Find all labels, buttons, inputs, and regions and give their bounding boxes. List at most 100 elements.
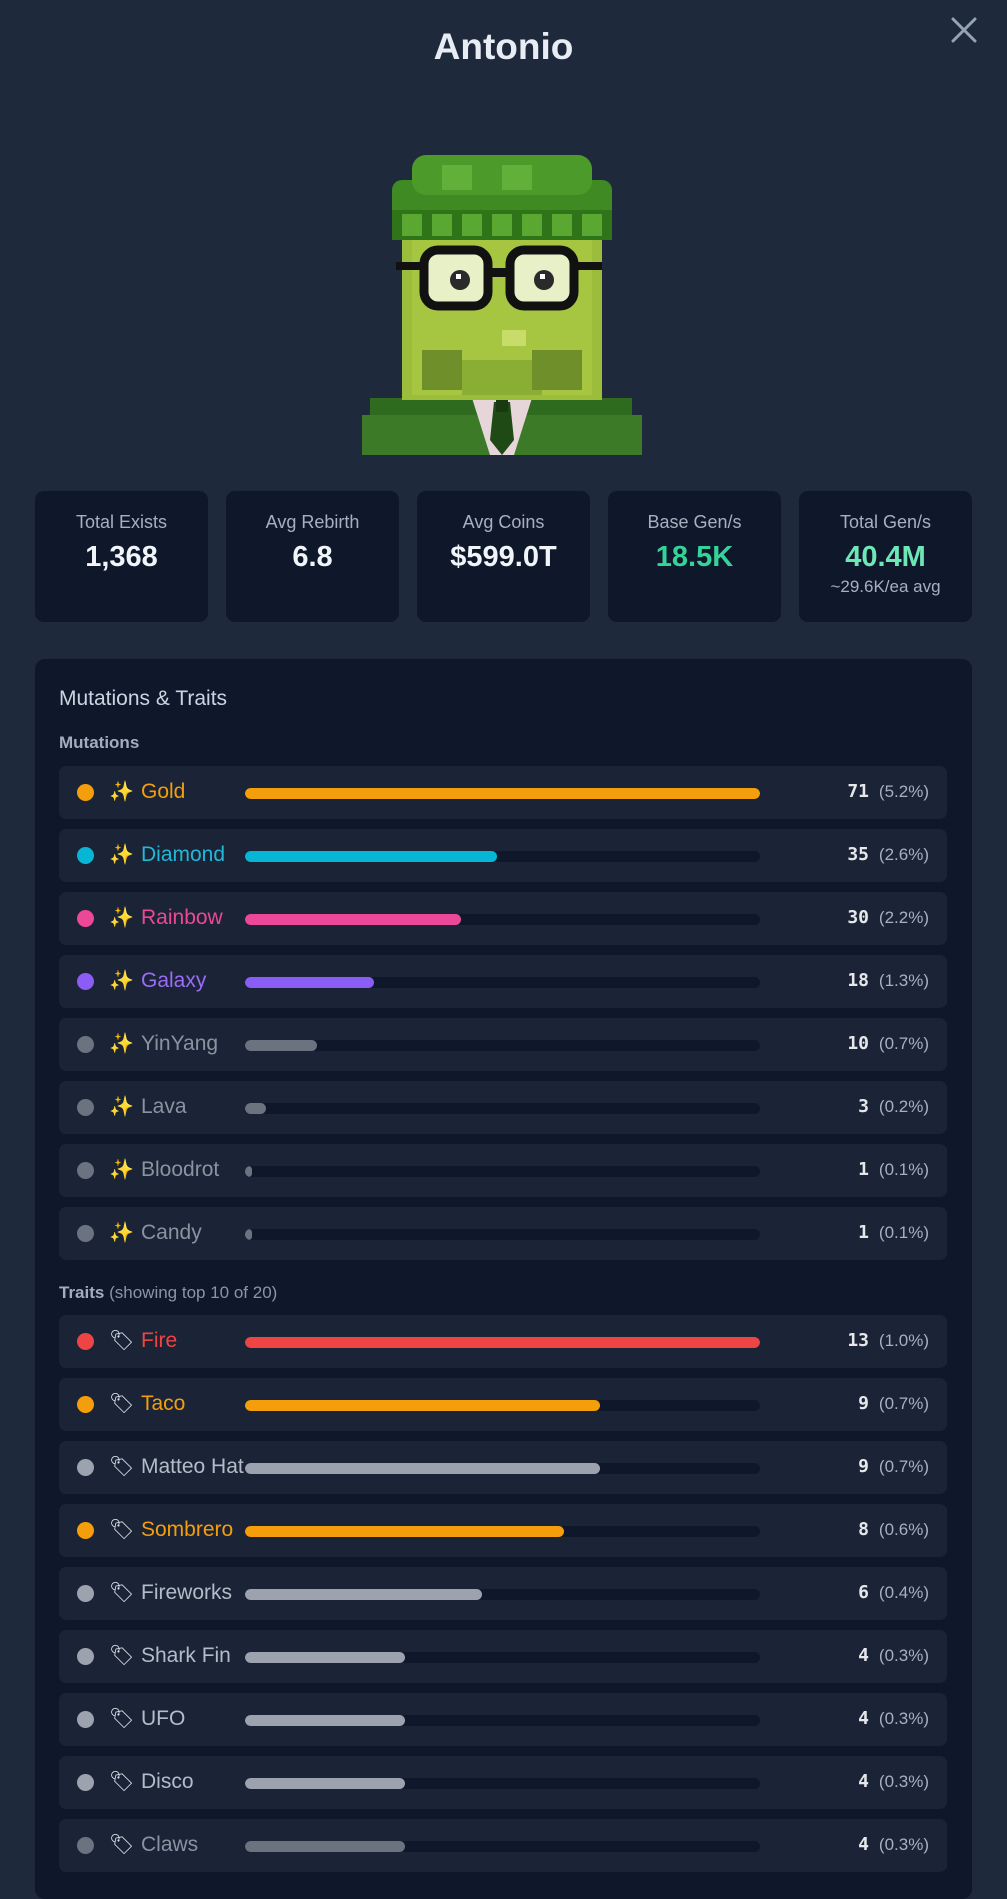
mutations-traits-panel: Mutations & Traits Mutations ✨ Gold 71 (5.2…	[35, 659, 972, 1899]
stat-avg-coins: Avg Coins $599.0T	[417, 491, 590, 622]
item-name: Disco	[141, 1770, 194, 1793]
list-item[interactable]: 🏷 Matteo Hat 9 (0.7%)	[59, 1441, 947, 1494]
item-name: UFO	[141, 1707, 186, 1730]
list-item[interactable]: ✨ YinYang 10 (0.7%)	[59, 1018, 947, 1071]
item-count: 3	[858, 1096, 869, 1117]
stat-value: 18.5K	[655, 541, 734, 573]
list-item[interactable]: 🏷 Claws 4 (0.3%)	[59, 1819, 947, 1872]
item-count: 30	[847, 907, 869, 928]
traits-label: Traits	[59, 1283, 105, 1302]
sparkles-icon: ✨	[109, 1222, 134, 1244]
progress-track	[245, 1229, 760, 1240]
item-name: YinYang	[141, 1032, 219, 1055]
progress-fill	[245, 1103, 266, 1114]
progress-fill	[245, 788, 760, 799]
color-dot	[77, 1711, 94, 1728]
progress-track	[245, 914, 760, 925]
item-name: Lava	[141, 1095, 187, 1118]
list-item[interactable]: ✨ Galaxy 18 (1.3%)	[59, 955, 947, 1008]
item-count: 4	[858, 1708, 869, 1729]
item-percent: (1.0%)	[878, 1331, 929, 1350]
list-item[interactable]: 🏷 Fire 13 (1.0%)	[59, 1315, 947, 1368]
item-percent: (0.1%)	[878, 1223, 929, 1242]
tag-icon: 🏷	[109, 1519, 135, 1541]
item-count: 71	[847, 781, 869, 802]
sparkles-icon: ✨	[109, 907, 134, 929]
tag-icon: 🏷	[109, 1708, 135, 1730]
list-item[interactable]: 🏷 UFO 4 (0.3%)	[59, 1693, 947, 1746]
item-percent: (2.2%)	[878, 908, 929, 927]
progress-fill	[245, 1589, 482, 1600]
item-count: 8	[858, 1519, 869, 1540]
list-item[interactable]: 🏷 Sombrero 8 (0.6%)	[59, 1504, 947, 1557]
color-dot	[77, 1459, 94, 1476]
traits-note: (showing top 10 of 20)	[109, 1283, 278, 1302]
item-percent: (2.6%)	[878, 845, 929, 864]
item-name: Rainbow	[141, 906, 223, 929]
progress-track	[245, 1040, 760, 1051]
progress-fill	[245, 1400, 601, 1411]
color-dot	[77, 973, 94, 990]
progress-fill	[245, 977, 374, 988]
tag-icon: 🏷	[109, 1393, 135, 1415]
progress-fill	[245, 1652, 405, 1663]
stat-label: Avg Coins	[462, 512, 545, 532]
item-name: Gold	[141, 780, 186, 803]
list-item[interactable]: ✨ Lava 3 (0.2%)	[59, 1081, 947, 1134]
tag-icon: 🏷	[109, 1771, 135, 1793]
item-name: Candy	[141, 1221, 202, 1244]
progress-fill	[245, 914, 462, 925]
stat-total-exists: Total Exists 1,368	[35, 491, 208, 622]
list-item[interactable]: ✨ Candy 1 (0.1%)	[59, 1207, 947, 1260]
item-name: Matteo Hat	[141, 1455, 244, 1478]
color-dot	[77, 1774, 94, 1791]
item-percent: (0.3%)	[878, 1646, 929, 1665]
progress-fill	[245, 1526, 565, 1537]
color-dot	[77, 1036, 94, 1053]
tag-icon: 🏷	[109, 1582, 135, 1604]
character-avatar-image	[362, 155, 642, 455]
list-item[interactable]: ✨ Bloodrot 1 (0.1%)	[59, 1144, 947, 1197]
progress-track	[245, 1652, 760, 1663]
color-dot	[77, 1585, 94, 1602]
sparkles-icon: ✨	[109, 1159, 134, 1181]
item-percent: (0.7%)	[878, 1457, 929, 1476]
mutations-section-label: Mutations	[59, 733, 140, 752]
stat-base-gen: Base Gen/s 18.5K	[608, 491, 781, 622]
close-icon[interactable]	[946, 12, 982, 48]
item-percent: (0.2%)	[878, 1097, 929, 1116]
progress-fill	[245, 851, 498, 862]
tag-icon: 🏷	[109, 1456, 135, 1478]
stat-label: Base Gen/s	[647, 512, 742, 532]
progress-track	[245, 1166, 760, 1177]
item-percent: (5.2%)	[878, 782, 929, 801]
item-count: 4	[858, 1645, 869, 1666]
list-item[interactable]: ✨ Rainbow 30 (2.2%)	[59, 892, 947, 945]
item-name: Diamond	[141, 843, 226, 866]
page-title: Antonio	[433, 26, 574, 67]
list-item[interactable]: ✨ Gold 71 (5.2%)	[59, 766, 947, 819]
list-item[interactable]: 🏷 Taco 9 (0.7%)	[59, 1378, 947, 1431]
list-item[interactable]: 🏷 Shark Fin 4 (0.3%)	[59, 1630, 947, 1683]
sparkles-icon: ✨	[109, 970, 134, 992]
progress-track	[245, 1463, 760, 1474]
item-name: Fire	[141, 1329, 178, 1352]
item-count: 13	[847, 1330, 869, 1351]
item-count: 18	[847, 970, 869, 991]
panel-title: Mutations & Traits	[59, 687, 228, 710]
stat-value: 1,368	[85, 541, 158, 573]
sparkles-icon: ✨	[109, 1096, 134, 1118]
item-count: 1	[858, 1159, 869, 1180]
progress-track	[245, 1337, 760, 1348]
item-percent: (0.7%)	[878, 1394, 929, 1413]
item-name: Fireworks	[141, 1581, 233, 1604]
list-item[interactable]: 🏷 Disco 4 (0.3%)	[59, 1756, 947, 1809]
item-name: Sombrero	[141, 1518, 234, 1541]
list-item[interactable]: ✨ Diamond 35 (2.6%)	[59, 829, 947, 882]
color-dot	[77, 1396, 94, 1413]
list-item[interactable]: 🏷 Fireworks 6 (0.4%)	[59, 1567, 947, 1620]
color-dot	[77, 910, 94, 927]
progress-track	[245, 851, 760, 862]
stat-subtext: ~29.6K/ea avg	[830, 577, 941, 596]
item-percent: (1.3%)	[878, 971, 929, 990]
